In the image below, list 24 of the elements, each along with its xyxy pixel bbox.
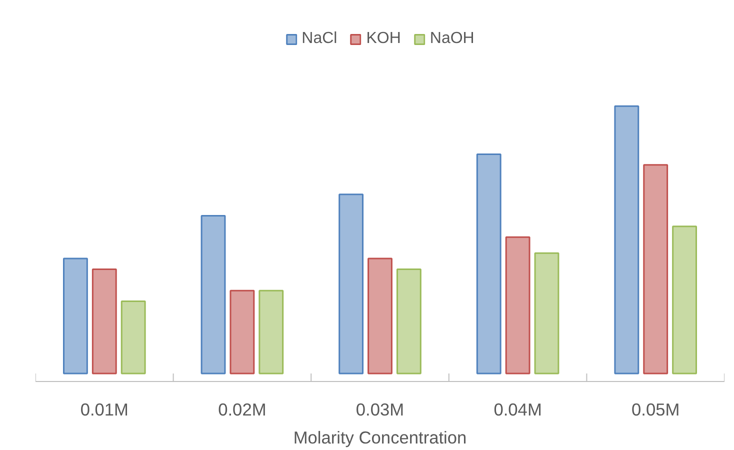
bar	[258, 290, 284, 374]
x-axis-title: Molarity Concentration	[293, 428, 467, 448]
x-tick-label: 0.04M	[494, 400, 542, 420]
bar	[92, 268, 117, 374]
bar	[643, 164, 668, 374]
bar	[614, 105, 640, 374]
x-tick-label: 0.02M	[218, 400, 266, 420]
bar	[534, 252, 560, 374]
bar	[200, 214, 226, 374]
bar	[396, 268, 422, 374]
bar	[476, 153, 502, 374]
bar	[672, 226, 697, 374]
legend-label: NaOH	[430, 30, 474, 48]
bar	[63, 258, 88, 374]
legend-label: NaCl	[302, 30, 338, 48]
bar	[230, 290, 255, 374]
x-tick-label: 0.03M	[356, 400, 404, 420]
x-tick-label: 0.05M	[632, 400, 680, 420]
legend-label: KOH	[366, 30, 401, 48]
bar	[505, 236, 530, 374]
x-tick-label: 0.01M	[80, 400, 128, 420]
bar	[120, 300, 146, 374]
bar	[368, 258, 392, 374]
bar	[338, 194, 364, 374]
